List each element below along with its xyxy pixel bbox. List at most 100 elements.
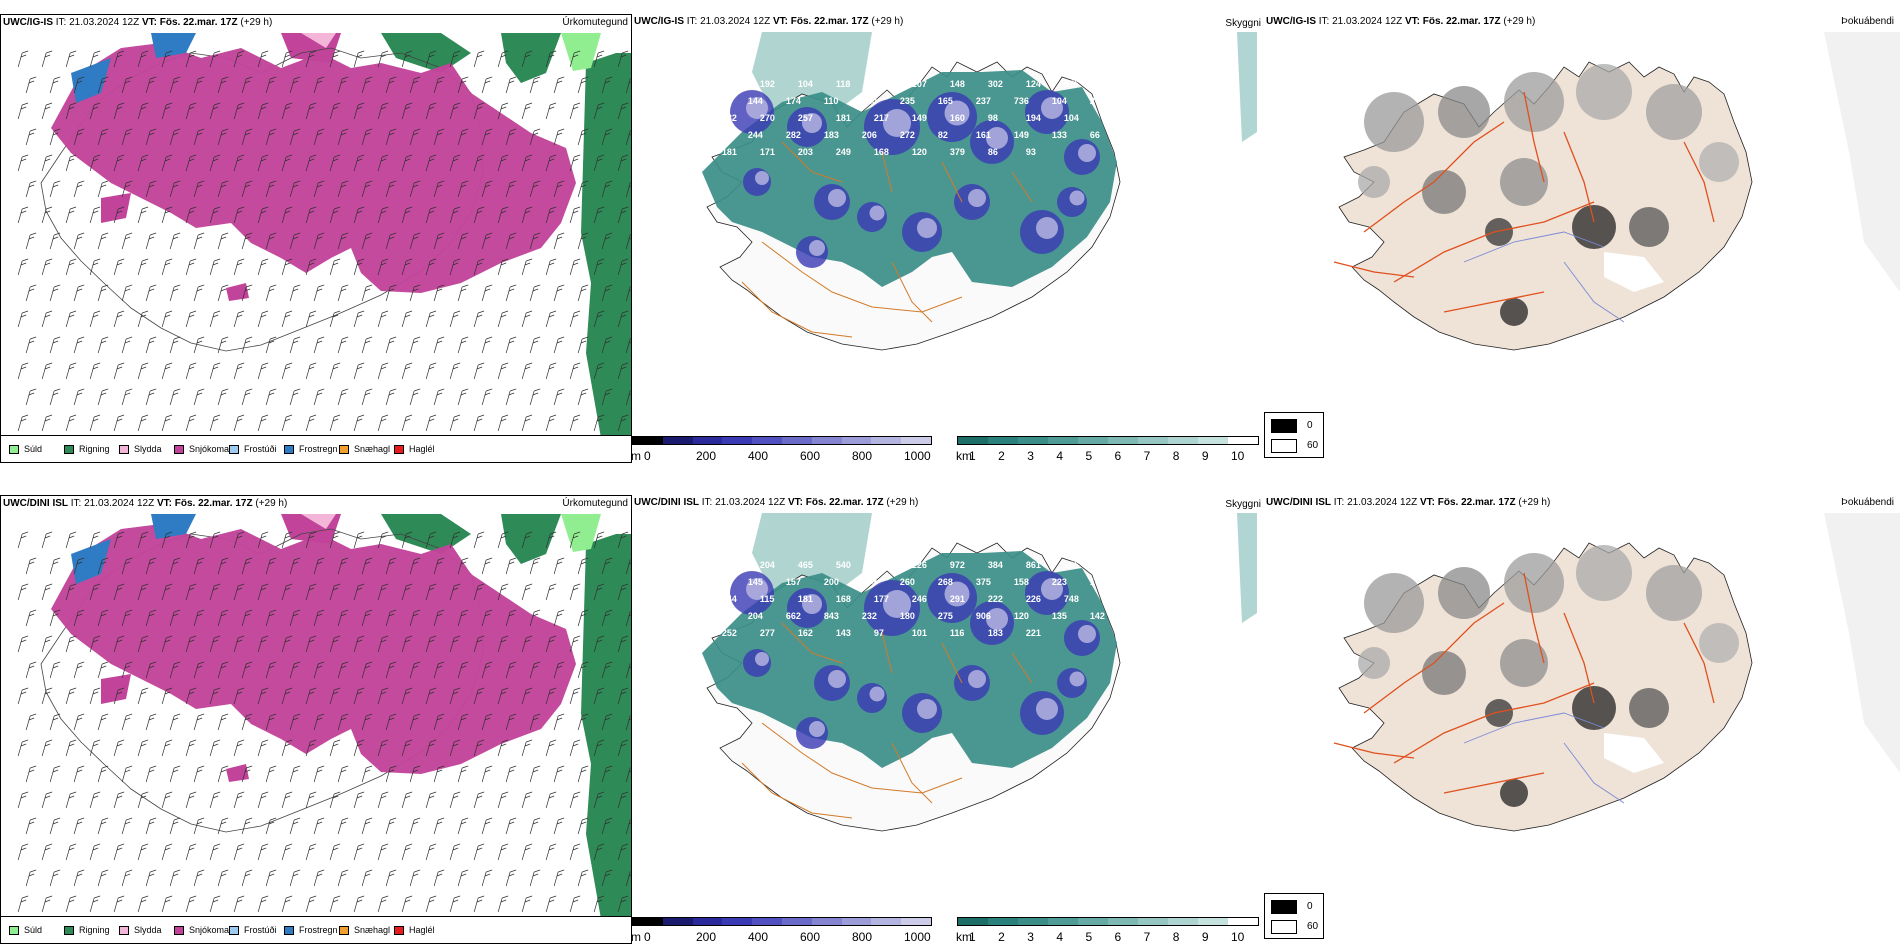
cloud-base-value: 104 — [1064, 113, 1079, 123]
scale-unit: km — [956, 449, 972, 463]
cloud-base-value: 182 — [722, 113, 737, 123]
cloud-base-value: 149 — [722, 79, 737, 89]
panel-title: UWC/DINI ISL IT: 21.03.2024 12Z VT: Fös.… — [634, 497, 919, 508]
legend-label: Rigning — [79, 444, 110, 454]
scale-segment — [1048, 437, 1079, 444]
scale-segment — [901, 437, 932, 444]
scale-segment — [633, 918, 664, 925]
fog-legend-label: 0 — [1307, 901, 1313, 912]
precip-legend: Súld Rigning Slydda Snjókoma Frostúði Frostre… — [1, 916, 631, 943]
cloud-base-value: 192 — [760, 79, 775, 89]
scale-tick-label: 200 — [696, 930, 717, 944]
legend-label: Frostregn — [299, 444, 338, 454]
scale-segment — [1168, 437, 1199, 444]
cloud-base-value: 158 — [1014, 577, 1029, 587]
cloud-base-value: 66 — [1090, 130, 1100, 140]
legend-swatch — [339, 926, 349, 936]
scale-unit: m — [632, 449, 641, 463]
legend-label: Frostregn — [299, 925, 338, 935]
legend-label: Slydda — [134, 444, 162, 454]
scale-tick-label: 1 — [969, 930, 976, 944]
precip-panel-bottom: UWC/DINI ISL IT: 21.03.2024 12Z VT: Fös.… — [0, 495, 632, 944]
fog-legend-label: 60 — [1307, 921, 1319, 932]
scale-segment — [1198, 918, 1229, 925]
panel-field-label: Skyggni — [1225, 499, 1261, 510]
legend-item-haglél: Haglél — [394, 925, 435, 936]
legend-item-frostregn: Frostregn — [284, 444, 338, 455]
scale-tick-label: 400 — [748, 930, 769, 944]
legend-swatch — [9, 926, 19, 936]
scale-segment — [841, 918, 873, 925]
scale-tick-label: 9 — [1201, 930, 1209, 944]
panel-title: UWC/IG-IS IT: 21.03.2024 12Z VT: Fös. 22… — [1266, 16, 1536, 27]
cloud-base-value: 375 — [976, 577, 991, 587]
scale-segment — [752, 437, 783, 444]
cloud-base-value: 277 — [760, 628, 775, 638]
fog-map — [1264, 32, 1900, 432]
scale-segment — [722, 918, 754, 925]
cloud-base-value: 252 — [722, 628, 737, 638]
scale-segment — [1228, 918, 1259, 925]
legend-swatch — [64, 445, 74, 455]
legend-swatch — [229, 926, 239, 936]
cloud-base-value: 194 — [1026, 113, 1041, 123]
cloud-base-value: 186 — [1064, 560, 1079, 570]
legend-item-frostúði: Frostúði — [229, 444, 277, 455]
height-scale: m 0 200 400 600 800 1000 — [632, 917, 937, 944]
scale-tick-label: 8 — [1172, 930, 1180, 944]
cloud-base-value: 183 — [988, 628, 1003, 638]
scale-tick-label: 2 — [998, 930, 1005, 944]
panel-title: UWC/DINI ISL IT: 21.03.2024 12Z VT: Fös.… — [1266, 497, 1551, 508]
scale-tick-label: 0 — [644, 930, 651, 944]
scale-tick-label: 1000 — [904, 449, 931, 463]
cloud-base-value: 116 — [950, 628, 965, 638]
legend-label: Frostúði — [244, 444, 277, 454]
cloud-base-value: 200 — [824, 577, 839, 587]
panel-title: UWC/IG-IS IT: 21.03.2024 12Z VT: Fös. 22… — [3, 17, 273, 28]
scale-segment — [662, 918, 694, 925]
cloud-map: 149 192 104 118 227 107 148 302 124 976 262 215 144 1… — [632, 32, 1264, 432]
cloud-base-value: 227 — [874, 79, 889, 89]
scale-segment — [811, 437, 843, 444]
fog-swatch — [1271, 419, 1297, 433]
cloud-base-value: 149 — [912, 113, 927, 123]
cloud-base-value: 181 — [722, 147, 737, 157]
cloud-base-value: 180 — [900, 611, 915, 621]
cloud-base-value: 103 — [874, 560, 889, 570]
cloud-base-value: 157 — [786, 577, 801, 587]
legend-label: Rigning — [79, 925, 110, 935]
legend-swatch — [284, 926, 294, 936]
cloud-base-value: 98 — [988, 113, 998, 123]
cloud-base-value: 861 — [1026, 560, 1041, 570]
cloud-base-value: 223 — [1052, 577, 1067, 587]
precip-legend: Súld Rigning Slydda Snjókoma Frostúði Frostre… — [1, 435, 631, 462]
cloud-base-value: 104 — [1052, 96, 1067, 106]
precip-map — [1, 33, 631, 438]
cloud-base-value: 120 — [1014, 611, 1029, 621]
cloud-base-value: 82 — [938, 130, 948, 140]
cloud-base-value: 86 — [988, 147, 998, 157]
cloud-base-value: 133 — [1052, 130, 1067, 140]
scale-segment — [988, 918, 1019, 925]
cloud-base-value: 270 — [760, 113, 775, 123]
cloud-base-value: 104 — [798, 79, 813, 89]
cloud-base-value: 226 — [1026, 594, 1041, 604]
cloud-base-value: 244 — [748, 130, 763, 140]
visibility-scale: km 1 2 3 4 5 6 7 8 9 10 — [956, 436, 1259, 463]
cloud-base-value: 144 — [722, 594, 737, 604]
cloud-base-value: 204 — [760, 560, 775, 570]
scale-bar — [632, 917, 932, 926]
cloud-base-value: 291 — [950, 594, 965, 604]
cloud-base-value: 275 — [938, 611, 953, 621]
cloud-base-value: 217 — [874, 113, 889, 123]
scale-segment — [1018, 437, 1049, 444]
fog-swatch — [1271, 920, 1297, 934]
legend-item-snæhagl: Snæhagl — [339, 925, 390, 936]
fog-panel-bottom: UWC/DINI ISL IT: 21.03.2024 12Z VT: Fös.… — [1264, 495, 1900, 944]
scale-bar — [957, 917, 1259, 926]
panel-field-label: Úrkomutegund — [562, 17, 628, 28]
scale-tick-label: 0 — [644, 449, 651, 463]
legend-item-frostúði: Frostúði — [229, 925, 277, 936]
legend-swatch — [119, 926, 129, 936]
panel-field-label: Úrkomutegund — [562, 498, 628, 509]
